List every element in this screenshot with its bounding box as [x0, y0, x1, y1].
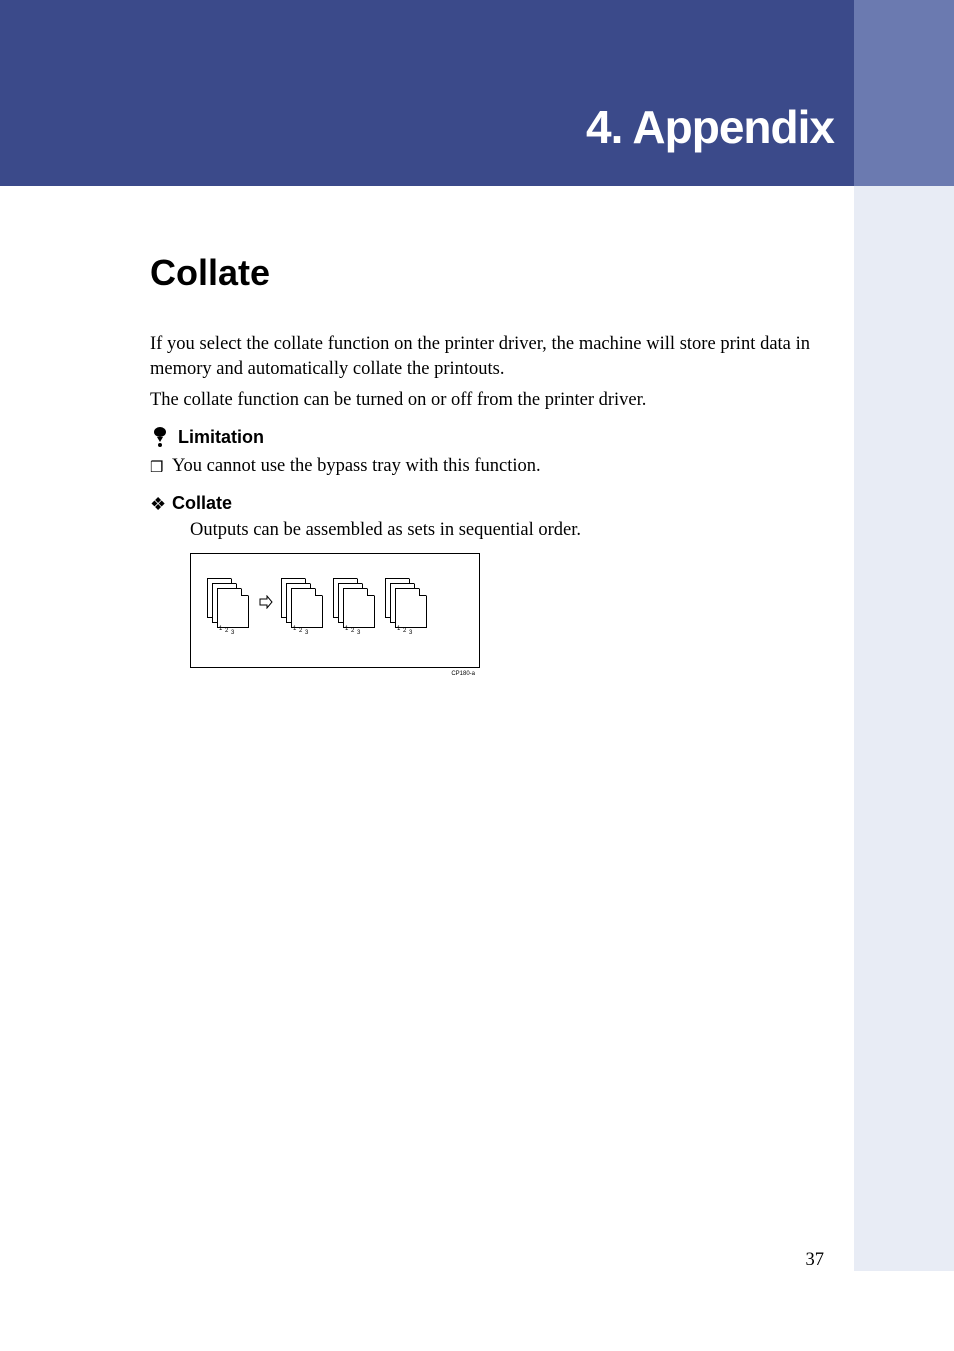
limitation-item: ❒ You cannot use the bypass tray with th… [150, 454, 810, 480]
bullet-icon: ❒ [150, 454, 172, 480]
num-3: 3 [231, 630, 234, 636]
page-stack-out-1: 1 2 3 [281, 578, 325, 630]
diagram-caption: CP180-a [451, 671, 475, 677]
paragraph-1: If you select the collate function on th… [150, 332, 810, 382]
page-stack-source: 1 2 3 [207, 578, 251, 630]
collate-heading: ❖ Collate [150, 493, 810, 514]
content-area: If you select the collate function on th… [150, 332, 810, 668]
num-2: 2 [225, 628, 228, 634]
num-3d: 3 [409, 630, 412, 636]
page-stack-out-3: 1 2 3 [385, 578, 429, 630]
diagram-inner: 1 2 3 1 2 3 [207, 578, 429, 630]
diamond-icon: ❖ [150, 495, 172, 513]
page: 4. Appendix Collate If you select the co… [0, 0, 954, 1351]
num-2b: 2 [299, 628, 302, 634]
num-3b: 3 [305, 630, 308, 636]
paragraph-2: The collate function can be turned on or… [150, 388, 810, 413]
limitation-icon [150, 427, 170, 447]
num-2c: 2 [351, 628, 354, 634]
limitation-label: Limitation [178, 427, 264, 448]
num-1: 1 [219, 626, 222, 632]
collate-diagram: 1 2 3 1 2 3 [190, 553, 480, 668]
collate-description: Outputs can be assembled as sets in sequ… [190, 518, 810, 543]
section-title: Collate [150, 252, 270, 294]
page-number: 37 [806, 1250, 825, 1271]
sidebar-stripe [854, 186, 954, 1271]
arrow-icon [259, 595, 273, 613]
num-1c: 1 [345, 626, 348, 632]
num-1b: 1 [293, 626, 296, 632]
limitation-heading: Limitation [150, 427, 810, 448]
chapter-title: 4. Appendix [586, 100, 834, 154]
num-2d: 2 [403, 628, 406, 634]
num-3c: 3 [357, 630, 360, 636]
header-banner: 4. Appendix [0, 0, 954, 186]
collate-label: Collate [172, 493, 232, 514]
page-stack-out-2: 1 2 3 [333, 578, 377, 630]
num-1d: 1 [397, 626, 400, 632]
limitation-text: You cannot use the bypass tray with this… [172, 454, 541, 479]
